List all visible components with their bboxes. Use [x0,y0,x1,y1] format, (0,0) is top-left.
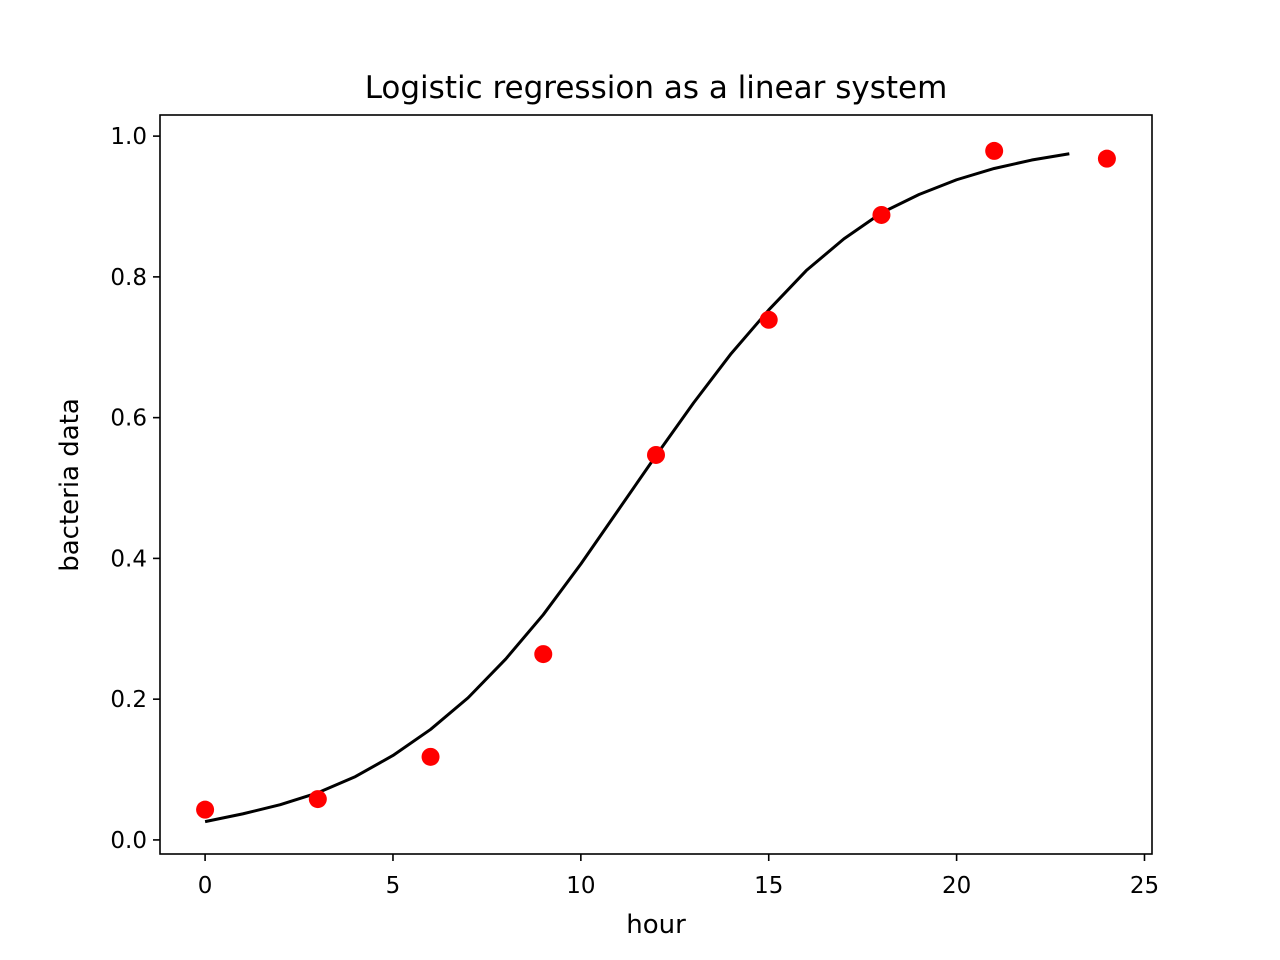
bacteria-data-point [421,747,440,766]
bacteria-data-point [1097,149,1116,168]
x-tick-label: 5 [386,873,401,899]
x-tick-label: 0 [198,873,213,899]
bacteria-data-point [759,310,778,329]
chart-title: Logistic regression as a linear system [365,70,948,106]
bacteria-data-point [872,205,891,224]
plot-frame [160,115,1152,854]
y-tick-label: 0.2 [110,687,147,713]
x-tick-label: 15 [754,873,783,899]
y-axis-ticks: 0.0 0.2 0.4 0.6 0.8 1.0 [110,124,160,854]
series-layer [196,141,1116,824]
x-tick-label: 10 [566,873,595,899]
x-axis-label: hour [626,910,686,940]
bacteria-data-point [985,141,1004,160]
y-tick-label: 1.0 [110,124,147,150]
x-axis-ticks: 0 5 10 15 20 25 [198,854,1159,899]
logistic-fit-line [204,152,1070,824]
bacteria-data-point [196,800,215,819]
y-axis-label: bacteria data [55,398,85,572]
y-tick-label: 0.8 [110,265,147,291]
bacteria-data-point [534,645,553,664]
y-tick-label: 0.6 [110,406,147,432]
y-tick-label: 0.0 [110,828,147,854]
x-tick-label: 20 [942,873,971,899]
x-tick-label: 25 [1130,873,1159,899]
bacteria-data-point [647,445,665,464]
plot-border [159,114,1153,855]
plot-area [160,115,1152,854]
bacteria-data-point [308,790,327,809]
y-tick-label: 0.4 [110,546,147,572]
